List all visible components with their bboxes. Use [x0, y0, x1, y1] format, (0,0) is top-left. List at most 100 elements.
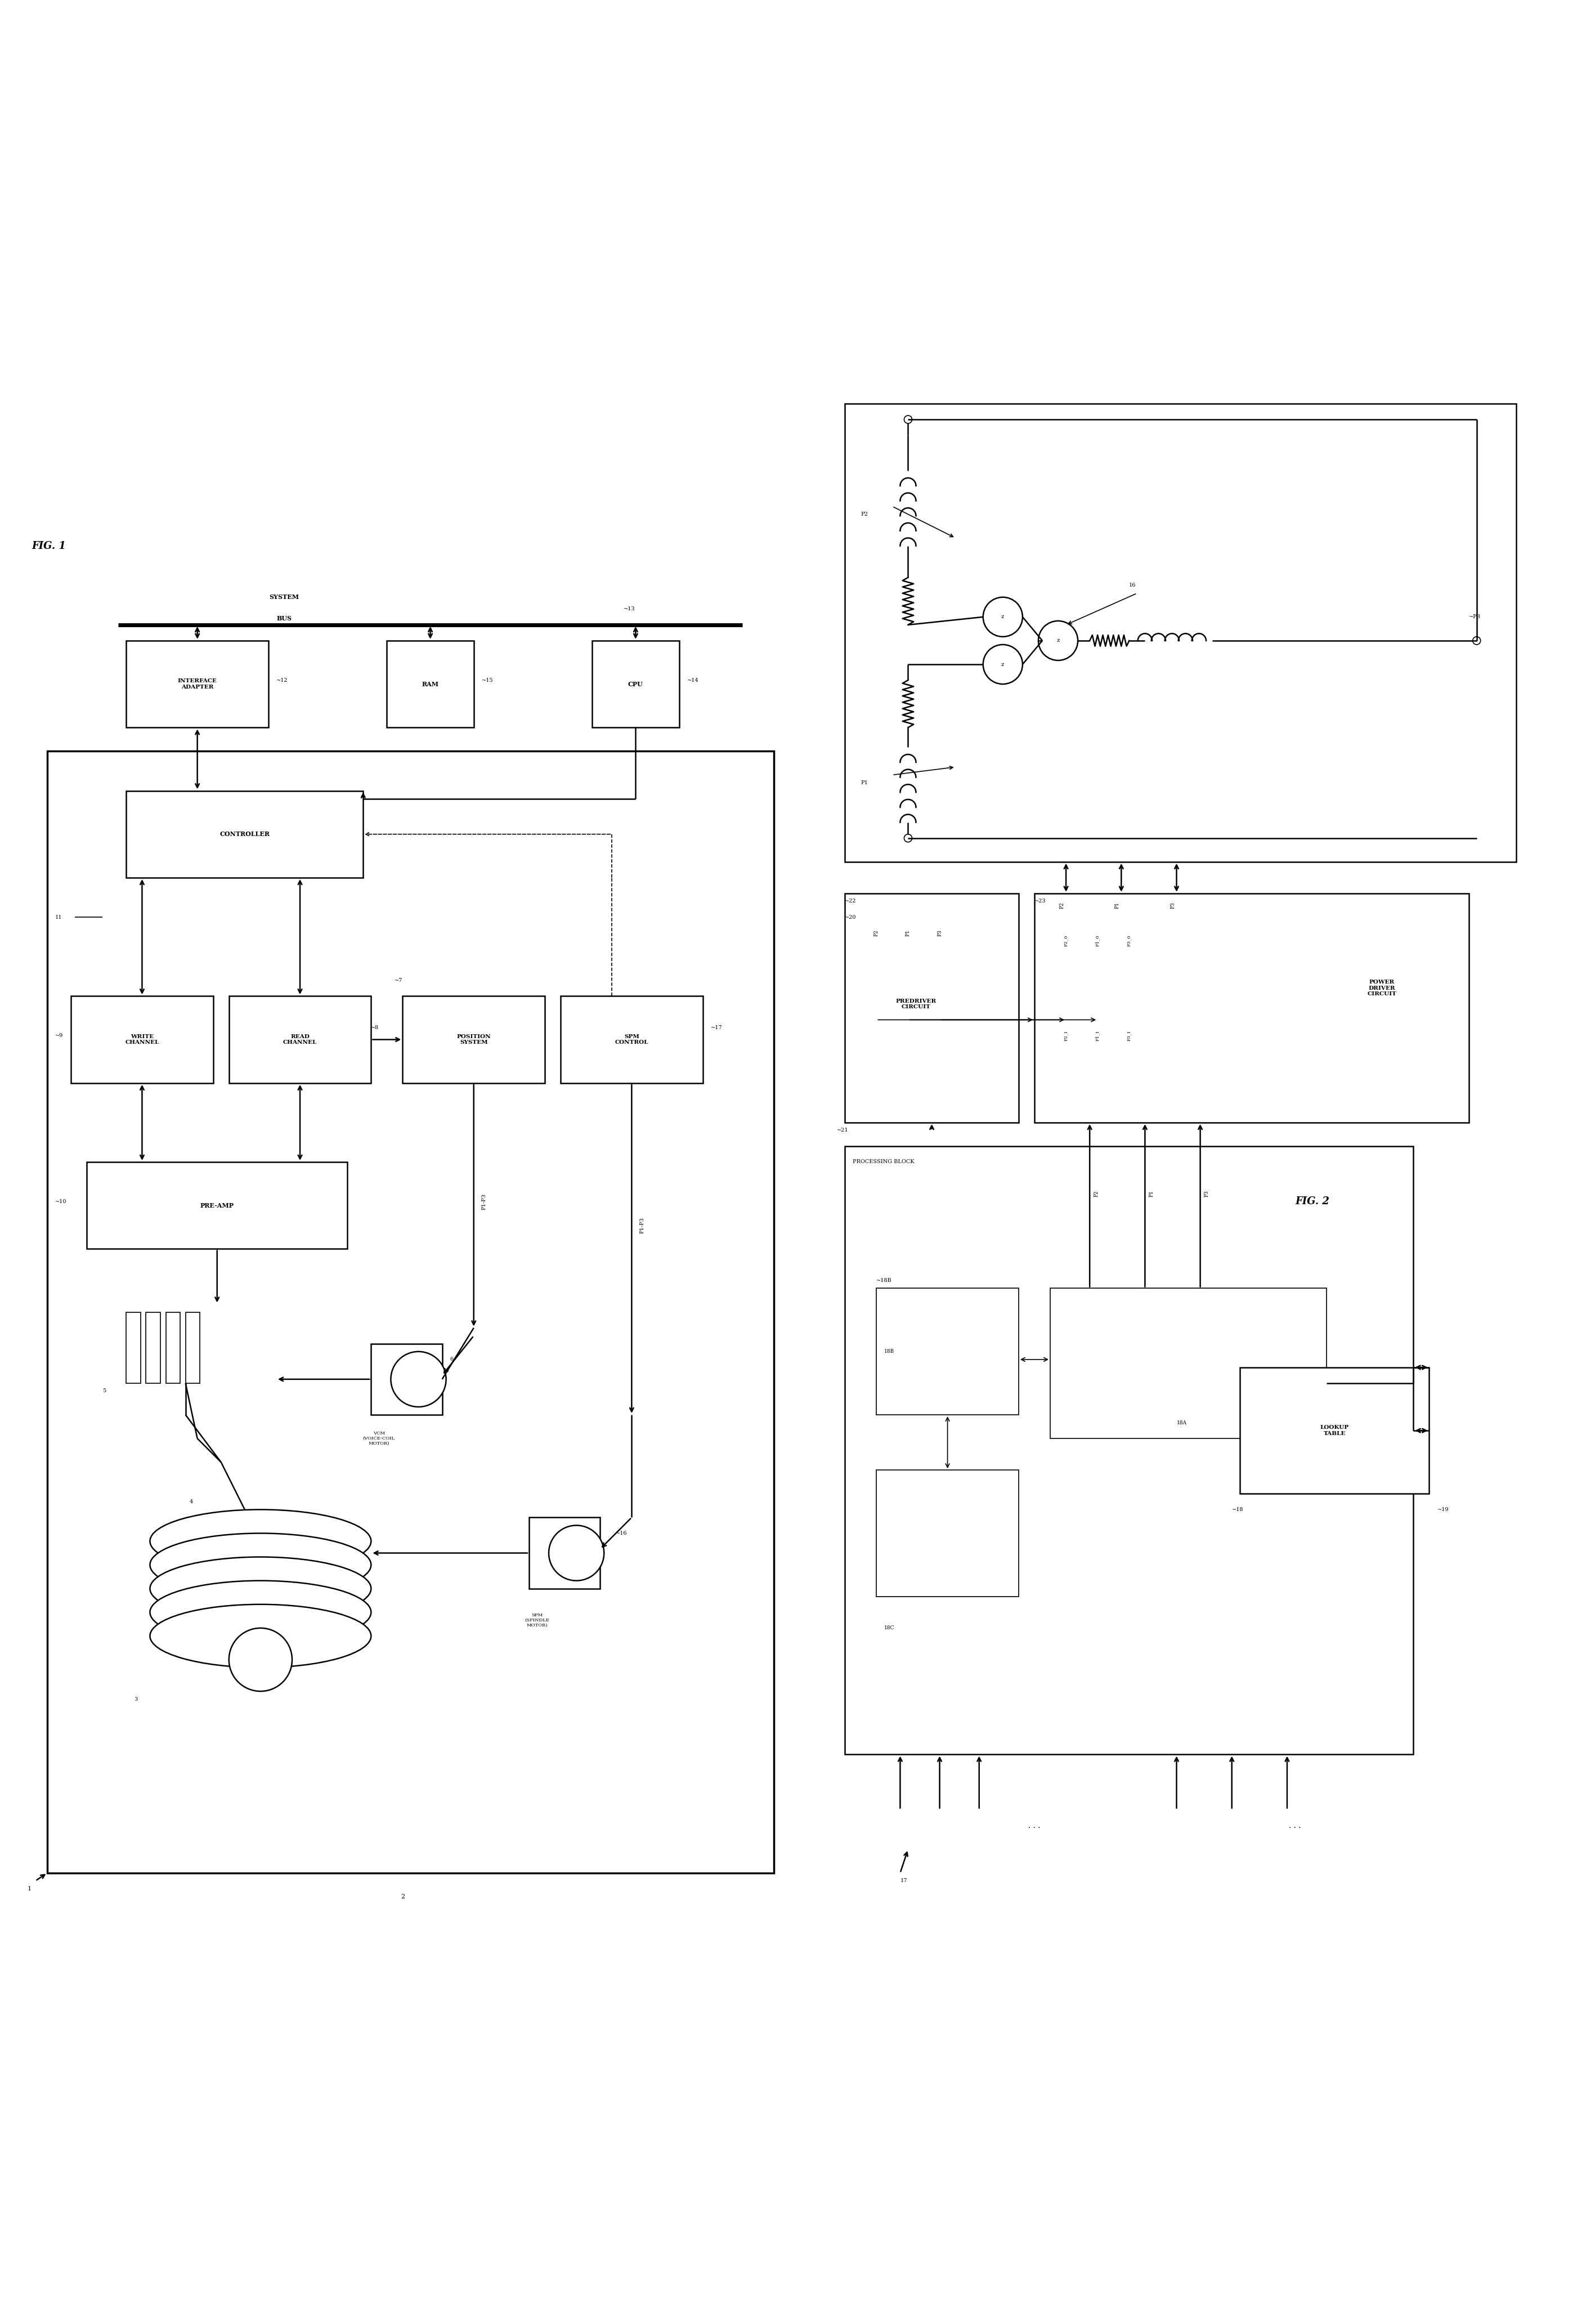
Text: ~17: ~17 — [711, 1025, 723, 1030]
Text: FIG. 2: FIG. 2 — [1295, 1197, 1329, 1206]
Bar — [388, 641, 474, 727]
Text: ~19: ~19 — [1437, 1506, 1448, 1513]
Bar — [877, 1287, 1019, 1415]
Text: 18B: 18B — [884, 1348, 895, 1355]
Text: . . .: . . . — [1029, 1822, 1040, 1829]
Text: 1: 1 — [27, 1885, 32, 1892]
Text: 11: 11 — [56, 916, 62, 920]
Text: PRE-AMP: PRE-AMP — [201, 1202, 234, 1208]
Circle shape — [230, 1629, 292, 1692]
Text: P1_0: P1_0 — [1096, 934, 1101, 946]
Text: ~23: ~23 — [1035, 899, 1046, 904]
Text: ~22: ~22 — [845, 899, 857, 904]
Text: P1: P1 — [1115, 902, 1120, 909]
Bar — [126, 790, 364, 878]
Text: READ
CHANNEL: READ CHANNEL — [282, 1034, 317, 1046]
Text: ~10: ~10 — [56, 1199, 67, 1204]
Text: ~8: ~8 — [372, 1025, 380, 1030]
Bar — [560, 997, 703, 1083]
Text: ~15: ~15 — [482, 679, 493, 683]
Text: ~12: ~12 — [276, 679, 289, 683]
Bar — [1035, 892, 1469, 1122]
Text: P3: P3 — [1171, 902, 1176, 909]
Ellipse shape — [150, 1557, 372, 1620]
Text: POWER
DRIVER
CIRCUIT: POWER DRIVER CIRCUIT — [1367, 981, 1397, 997]
Bar — [230, 997, 372, 1083]
Text: BUS: BUS — [276, 616, 292, 621]
Circle shape — [549, 1525, 605, 1580]
Text: POSITION
SYSTEM: POSITION SYSTEM — [456, 1034, 491, 1046]
Text: . . .: . . . — [1289, 1822, 1302, 1829]
Text: VCM
(VOICE-COIL
MOTOR): VCM (VOICE-COIL MOTOR) — [364, 1432, 396, 1446]
Text: 2: 2 — [400, 1894, 405, 1899]
Bar — [86, 1162, 348, 1248]
Text: P2: P2 — [861, 511, 868, 516]
Text: SYSTEM: SYSTEM — [270, 595, 300, 600]
Text: ~14: ~14 — [687, 679, 699, 683]
Text: ~9: ~9 — [56, 1034, 64, 1039]
Text: P1: P1 — [861, 781, 868, 786]
Text: P2_0: P2_0 — [1064, 934, 1069, 946]
Text: ~7: ~7 — [394, 978, 404, 983]
Text: 17: 17 — [900, 1878, 908, 1882]
Text: ~16: ~16 — [616, 1532, 627, 1536]
Bar — [185, 1313, 199, 1383]
Text: P1-P3: P1-P3 — [482, 1192, 486, 1211]
Text: RAM: RAM — [421, 681, 439, 688]
Bar — [147, 1313, 160, 1383]
Text: z: z — [1002, 662, 1005, 667]
Bar — [877, 1471, 1019, 1597]
Text: z: z — [1002, 614, 1005, 621]
Bar — [592, 641, 679, 727]
Text: CONTROLLER: CONTROLLER — [220, 832, 270, 837]
Text: ~P3: ~P3 — [1469, 614, 1480, 621]
Text: LOOKUP
TABLE: LOOKUP TABLE — [1321, 1425, 1349, 1436]
Ellipse shape — [150, 1604, 372, 1669]
Text: 3: 3 — [134, 1697, 137, 1701]
Text: 4: 4 — [190, 1499, 193, 1504]
Text: FIG. 1: FIG. 1 — [32, 541, 65, 551]
Text: P1: P1 — [1148, 1190, 1153, 1197]
Circle shape — [983, 644, 1022, 683]
Text: P3: P3 — [1204, 1190, 1209, 1197]
Text: ~21: ~21 — [837, 1127, 849, 1132]
Bar — [372, 1343, 442, 1415]
Text: 5: 5 — [102, 1387, 105, 1394]
Bar — [1239, 1367, 1429, 1494]
Text: P3: P3 — [938, 930, 943, 937]
Text: P2: P2 — [874, 930, 879, 937]
Text: P2: P2 — [1094, 1190, 1099, 1197]
Text: P1-P3: P1-P3 — [640, 1218, 644, 1234]
Circle shape — [1038, 621, 1078, 660]
Circle shape — [983, 597, 1022, 637]
Bar — [1050, 1287, 1327, 1439]
Text: ~20: ~20 — [845, 916, 857, 920]
Bar — [530, 1518, 600, 1590]
Text: PREDRIVER
CIRCUIT: PREDRIVER CIRCUIT — [896, 999, 936, 1009]
Ellipse shape — [150, 1511, 372, 1573]
Circle shape — [1472, 637, 1480, 644]
Bar — [845, 892, 1019, 1122]
Text: PROCESSING BLOCK: PROCESSING BLOCK — [853, 1160, 914, 1164]
Bar — [402, 997, 545, 1083]
Text: P2: P2 — [1059, 902, 1064, 909]
Text: ~13: ~13 — [624, 607, 635, 611]
Ellipse shape — [150, 1580, 372, 1643]
Text: WRITE
CHANNEL: WRITE CHANNEL — [124, 1034, 159, 1046]
Text: 18C: 18C — [884, 1624, 895, 1631]
Text: P3_I: P3_I — [1128, 1030, 1131, 1041]
Text: INTERFACE
ADAPTER: INTERFACE ADAPTER — [177, 679, 217, 690]
Text: 18A: 18A — [1177, 1420, 1187, 1425]
Text: z: z — [1056, 639, 1059, 644]
Circle shape — [904, 834, 912, 841]
Text: 6: 6 — [450, 1357, 453, 1362]
Text: ~18B: ~18B — [877, 1278, 892, 1283]
Bar — [126, 1313, 140, 1383]
Bar — [72, 997, 214, 1083]
Text: P3_0: P3_0 — [1128, 934, 1131, 946]
Text: SPM
CONTROL: SPM CONTROL — [616, 1034, 649, 1046]
Text: SPM
(SPINDLE
MOTOR): SPM (SPINDLE MOTOR) — [525, 1613, 549, 1627]
Text: P2_I: P2_I — [1064, 1030, 1069, 1041]
Circle shape — [391, 1353, 447, 1406]
Bar — [48, 751, 774, 1873]
